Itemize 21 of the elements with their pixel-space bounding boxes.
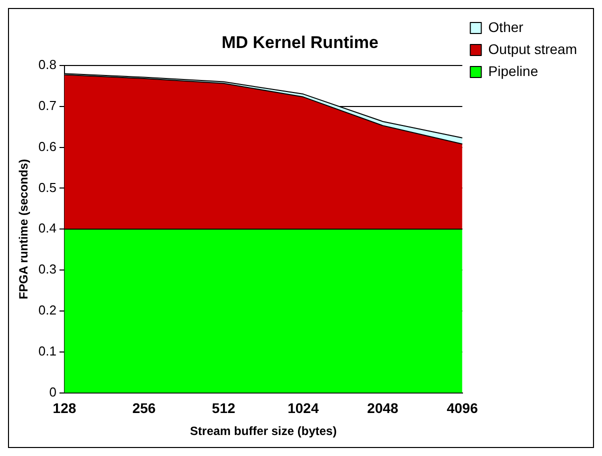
y-tick-label: 0.7 <box>38 98 56 113</box>
y-tick-label: 0.2 <box>38 302 56 318</box>
y-tick-label: 0.4 <box>38 220 56 236</box>
y-tick-label: 0.5 <box>38 180 56 195</box>
x-tick-label: 128 <box>52 400 76 416</box>
y-axis-title: FPGA runtime (seconds) <box>16 158 31 300</box>
x-axis-title: Stream buffer size (bytes) <box>190 424 337 438</box>
x-tick-label: 2048 <box>367 400 399 416</box>
chart-title: MD Kernel Runtime <box>222 32 378 52</box>
y-tick-label: 0.6 <box>38 138 56 154</box>
y-tick-label: 0.3 <box>38 262 56 277</box>
y-tick-label: 0 <box>49 384 56 400</box>
legend-label: Other <box>488 18 524 35</box>
x-tick-label: 1024 <box>288 400 319 416</box>
x-tick-label: 256 <box>132 400 156 416</box>
legend-label: Output stream <box>488 40 577 57</box>
y-tick-label: 0.8 <box>38 56 56 72</box>
legend-label: Pipeline <box>488 62 538 79</box>
y-tick-label: 0.1 <box>38 343 56 358</box>
x-tick-label: 4096 <box>446 400 478 416</box>
x-tick-label: 512 <box>212 400 236 416</box>
